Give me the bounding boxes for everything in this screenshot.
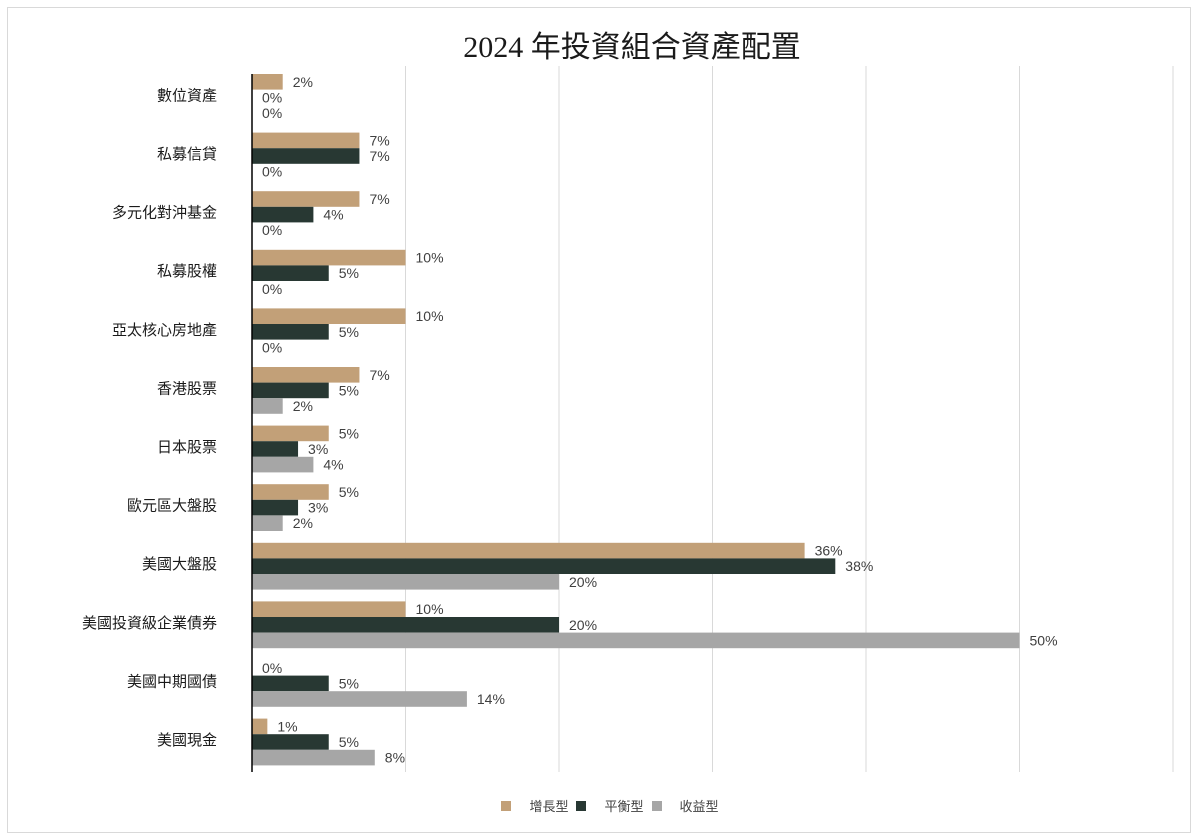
- category-label: 亞太核心房地產: [112, 321, 217, 339]
- legend-swatch: [501, 800, 512, 811]
- data-label: 0%: [262, 105, 282, 121]
- data-label: 20%: [569, 617, 597, 633]
- data-label: 5%: [339, 324, 359, 340]
- category-label: 美國現金: [157, 731, 217, 749]
- bar: [252, 367, 360, 383]
- data-label: 0%: [262, 164, 282, 180]
- data-label: 2%: [293, 515, 313, 531]
- data-label: 5%: [339, 425, 359, 441]
- data-label: 14%: [477, 691, 505, 707]
- bar: [252, 734, 329, 750]
- category-label: 歐元區大盤股: [127, 497, 217, 515]
- bar: [252, 132, 360, 149]
- legend-item: 增長型: [501, 796, 570, 815]
- bar: [252, 148, 360, 164]
- bar: [252, 558, 836, 574]
- data-label: 2%: [293, 74, 313, 90]
- bar: [252, 749, 375, 766]
- bar: [252, 249, 406, 266]
- data-label: 50%: [1030, 632, 1058, 648]
- data-label: 10%: [416, 250, 444, 266]
- bar: [252, 425, 329, 442]
- bar: [252, 456, 314, 473]
- gridlines: [405, 66, 1174, 772]
- bar: [252, 499, 299, 516]
- bar: [252, 206, 314, 223]
- bar: [252, 191, 360, 207]
- bar: [252, 718, 268, 735]
- bar: [252, 542, 805, 559]
- data-label: 2%: [293, 398, 313, 414]
- category-label: 美國投資級企業債券: [82, 614, 217, 632]
- bar: [252, 74, 283, 90]
- category-label: 香港股票: [157, 379, 217, 397]
- data-label: 3%: [308, 441, 328, 457]
- bar: [252, 382, 329, 399]
- data-label: 0%: [262, 89, 282, 105]
- data-label: 1%: [277, 718, 297, 734]
- data-label: 7%: [369, 191, 389, 207]
- bar: [252, 265, 329, 281]
- data-label: 5%: [339, 734, 359, 750]
- legend-label: 平衡型: [604, 800, 644, 815]
- bar: [252, 441, 299, 457]
- category-label: 多元化對沖基金: [112, 204, 217, 222]
- chart-frame: [7, 7, 1191, 833]
- data-label: 5%: [339, 675, 359, 691]
- legend-item: 平衡型: [576, 796, 645, 815]
- bars: [252, 74, 1020, 766]
- bar: [252, 617, 559, 633]
- data-label: 10%: [416, 308, 444, 324]
- bar: [252, 675, 329, 692]
- legend-label: 收益型: [679, 800, 719, 815]
- data-label: 8%: [385, 750, 405, 766]
- bar: [252, 632, 1020, 649]
- data-label: 7%: [369, 367, 389, 383]
- legend-label: 增長型: [529, 800, 569, 815]
- chart-title: 2024 年投資組合資產配置: [463, 31, 801, 64]
- legend-item: 收益型: [651, 796, 721, 815]
- legend-swatch: [576, 800, 587, 811]
- data-label: 20%: [569, 574, 597, 590]
- data-label: 5%: [339, 265, 359, 281]
- data-label: 4%: [323, 457, 343, 473]
- data-label: 3%: [308, 500, 328, 516]
- data-label: 0%: [262, 281, 282, 297]
- data-label: 0%: [262, 222, 282, 238]
- category-label: 數位資產: [157, 86, 217, 104]
- bar: [252, 484, 329, 500]
- data-label: 10%: [416, 601, 444, 617]
- bar: [252, 691, 467, 707]
- legend: 增長型 平衡型 收益型: [0, 796, 1200, 815]
- bar: [252, 601, 406, 617]
- legend-swatch: [651, 800, 662, 811]
- data-label: 5%: [339, 382, 359, 398]
- category-label: 私募股權: [157, 262, 217, 280]
- data-label: 0%: [262, 660, 282, 676]
- data-label: 7%: [369, 148, 389, 164]
- data-label: 36%: [815, 543, 843, 559]
- data-label: 38%: [845, 558, 873, 574]
- category-label: 美國大盤股: [142, 555, 217, 573]
- category-label: 美國中期國債: [127, 672, 217, 690]
- data-label: 4%: [323, 207, 343, 223]
- data-label: 0%: [262, 339, 282, 355]
- bar: [252, 574, 559, 590]
- bar: [252, 308, 406, 324]
- bar: [252, 515, 283, 531]
- data-label: 7%: [369, 132, 389, 148]
- labels: 數位資產2%0%0%私募信貸7%7%0%多元化對沖基金7%4%0%私募股權10%…: [82, 74, 1058, 766]
- category-label: 私募信貸: [157, 145, 217, 163]
- bar: [252, 398, 283, 414]
- category-label: 日本股票: [157, 438, 217, 456]
- bar: [252, 324, 329, 340]
- data-label: 5%: [339, 484, 359, 500]
